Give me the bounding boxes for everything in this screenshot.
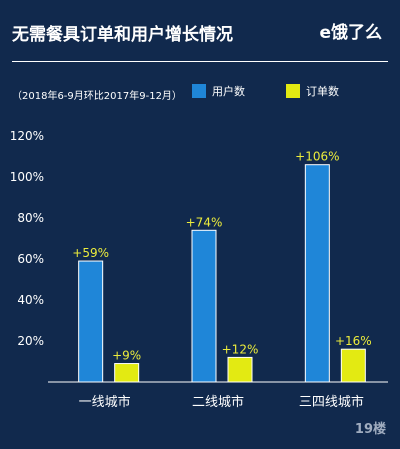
legend-label-orders: 订单数 (306, 85, 339, 98)
y-tick-label: 20% (17, 334, 44, 348)
y-tick-label: 60% (17, 252, 44, 266)
legend-swatch-orders (286, 84, 300, 98)
bar-orders (114, 363, 140, 383)
legend-item-orders: 订单数 (286, 83, 339, 99)
legend-swatch-users (192, 84, 206, 98)
data-label-orders: +16% (335, 334, 372, 348)
data-label-users: +59% (72, 246, 109, 260)
legend-label-users: 用户数 (212, 85, 245, 98)
x-category-label: 二线城市 (192, 394, 244, 410)
data-label-users: +74% (186, 215, 223, 229)
eleme-logo: e饿了么 (319, 23, 382, 43)
data-label-orders: +12% (222, 342, 259, 356)
y-tick-label: 40% (17, 293, 44, 307)
chart-title: 无需餐具订单和用户增长情况 (12, 25, 233, 45)
bar-orders (227, 356, 253, 383)
legend-item-users: 用户数 (192, 83, 245, 99)
y-tick-label: 80% (17, 211, 44, 225)
bar-users (191, 229, 217, 383)
data-label-orders: +9% (112, 349, 141, 363)
bar-users (304, 164, 330, 383)
x-category-label: 一线城市 (79, 394, 131, 410)
header-divider (12, 61, 388, 62)
data-label-users: +106% (295, 150, 339, 164)
y-tick-label: 120% (10, 129, 44, 143)
site-watermark: 19楼 (354, 422, 386, 437)
x-category-label: 三四线城市 (299, 394, 364, 410)
bar-users (78, 260, 104, 383)
chart-subtitle: （2018年6-9月环比2017年9-12月） (12, 91, 182, 102)
y-tick-label: 100% (10, 170, 44, 184)
bar-orders (340, 348, 366, 383)
